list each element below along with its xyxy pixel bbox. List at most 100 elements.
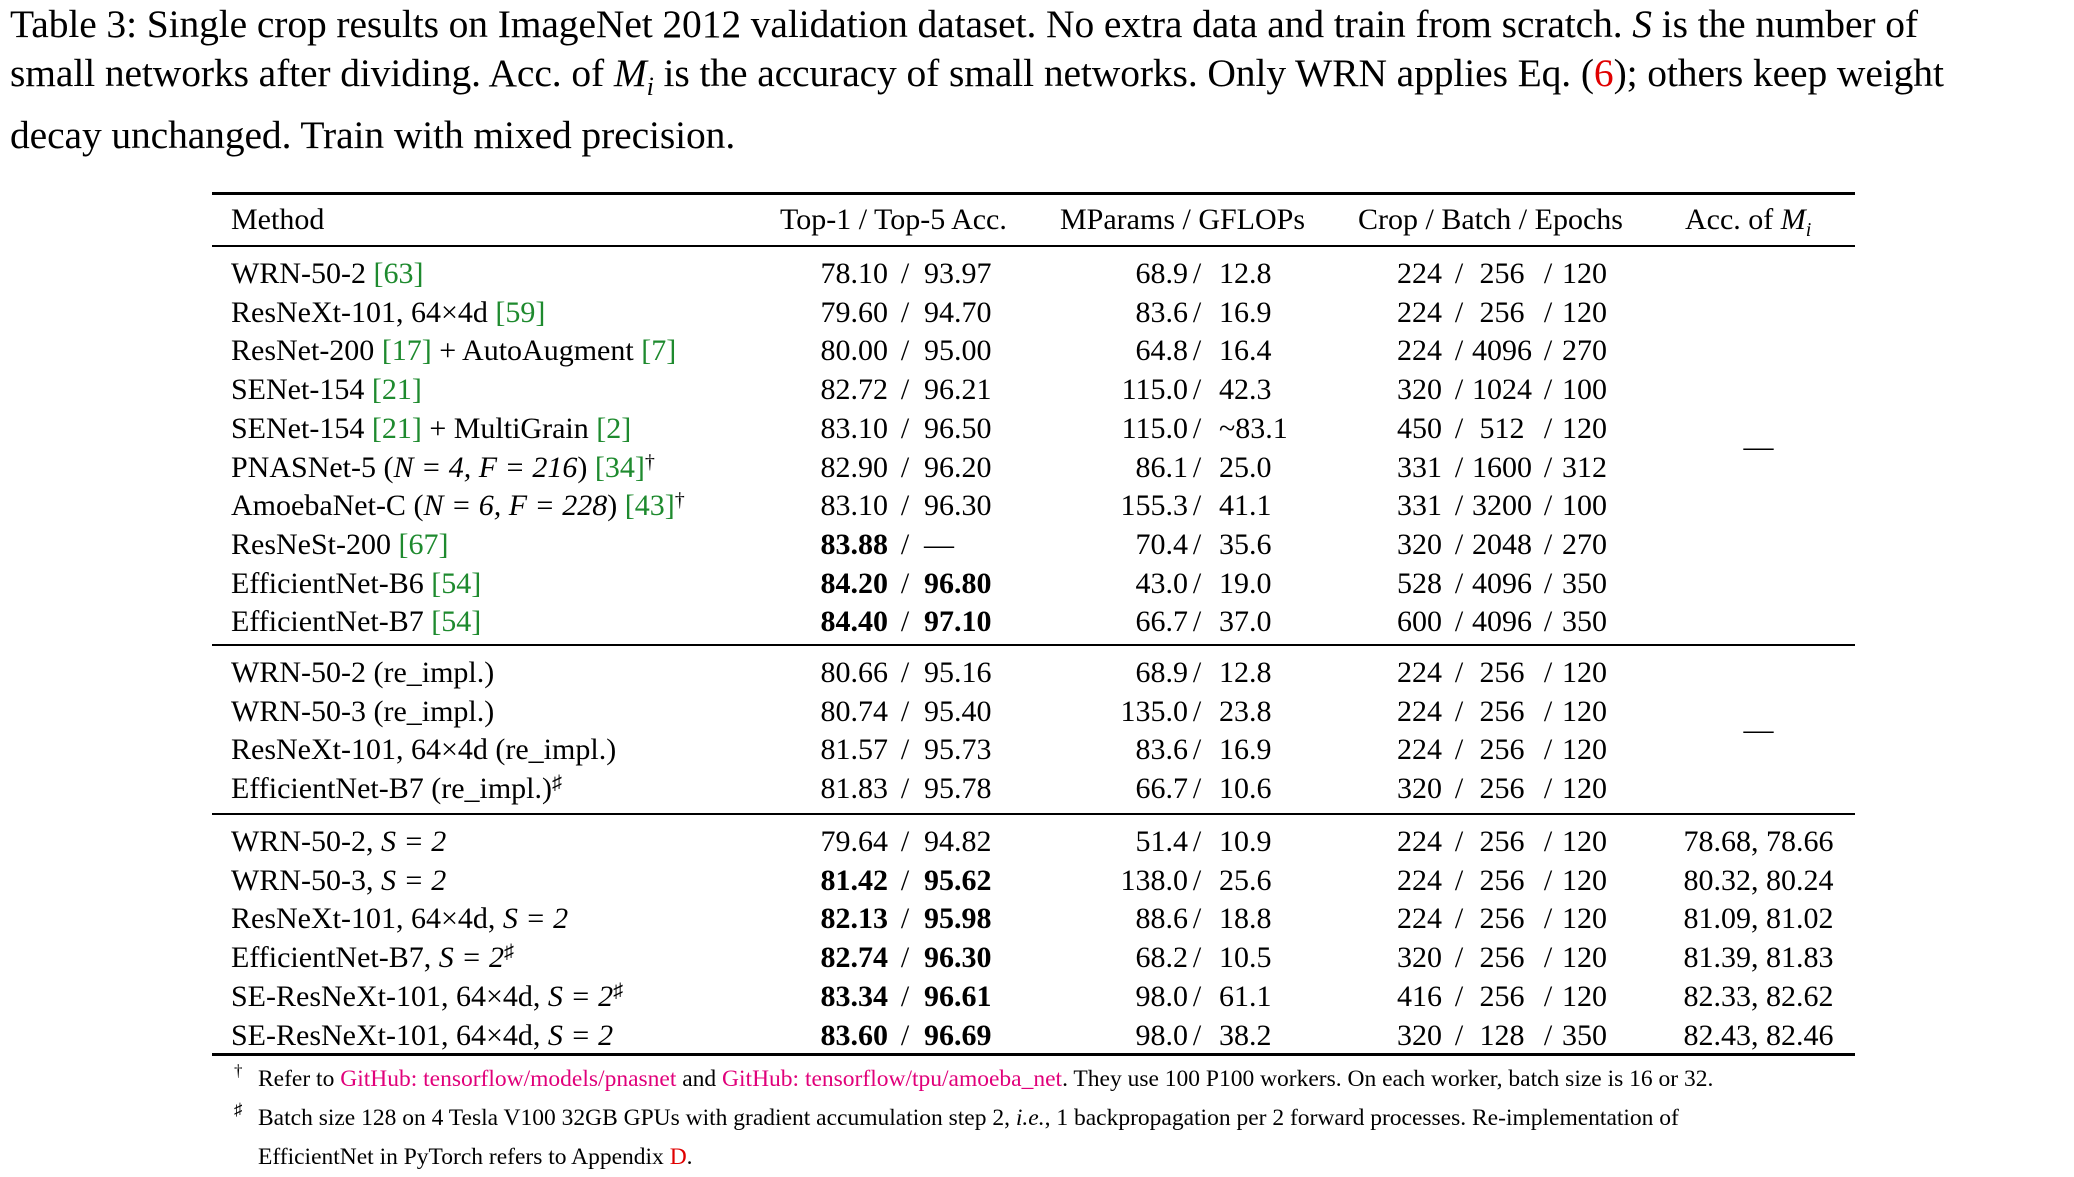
- method-name: WRN-50-2 (re_impl.): [231, 656, 495, 689]
- mparams-value: 115.0: [1121, 373, 1188, 406]
- gflops-value: 23.8: [1219, 695, 1272, 728]
- mparams-value: 98.0: [1135, 980, 1189, 1013]
- method-name: WRN-50-2 [63]: [231, 257, 424, 290]
- citation-link[interactable]: [43]: [624, 489, 675, 522]
- table-row: WRN-50-2 [63] 78.10/93.97 68.9/12.8 224/256…: [212, 255, 1855, 293]
- gflops-value: 10.9: [1219, 825, 1272, 858]
- acc-mi-value: 80.32, 80.24: [1683, 864, 1834, 897]
- batch-value: 256: [1479, 825, 1525, 858]
- citation-link[interactable]: [17]: [381, 334, 432, 367]
- table-row: SENet-154 [21] 82.72/96.21 115.0/42.3 320/1…: [212, 371, 1855, 409]
- epochs-value: 100: [1562, 373, 1607, 406]
- method-name: ResNeXt-101, 64×4d (re_impl.): [231, 733, 617, 766]
- batch-value: 1600: [1472, 451, 1532, 484]
- footnote-mark: ♯: [552, 772, 563, 794]
- link-pnasnet[interactable]: GitHub: tensorflow/models/pnasnet: [340, 1066, 677, 1092]
- citation-link[interactable]: [21]: [371, 373, 422, 406]
- top5-value: 95.16: [924, 656, 992, 689]
- method-name: SENet-154 [21]: [231, 373, 422, 406]
- batch-value: 256: [1479, 980, 1525, 1013]
- method-name: SE-ResNeXt-101, 64×4d, S = 2: [231, 1019, 614, 1052]
- equation-link[interactable]: 6: [1593, 51, 1614, 95]
- batch-value: 4096: [1472, 334, 1532, 367]
- epochs-value: 350: [1562, 1019, 1607, 1052]
- epochs-value: 350: [1562, 605, 1607, 638]
- table-row: PNASNet-5 (N = 4, F = 216) [34]† 82.90/96…: [212, 449, 1855, 487]
- crop-value: 224: [1397, 296, 1442, 329]
- citation-link[interactable]: [59]: [495, 296, 546, 329]
- crop-value: 320: [1397, 1019, 1442, 1052]
- caption-line-2: small networks after dividing. Acc. of M…: [10, 51, 1944, 101]
- table-row: EfficientNet-B7 [54] 84.40/97.10 66.7/37.0…: [212, 603, 1855, 641]
- citation-link[interactable]: [2]: [596, 412, 632, 445]
- epochs-value: 270: [1562, 528, 1607, 561]
- math-expression: N = 4, F = 216: [393, 451, 578, 484]
- crop-value: 450: [1397, 412, 1442, 445]
- citation-link[interactable]: [7]: [641, 334, 677, 367]
- batch-value: 3200: [1472, 489, 1532, 522]
- table-row: WRN-50-2, S = 2 79.64/94.82 51.4/10.9 224/2…: [212, 823, 1855, 861]
- top5-value: 96.21: [924, 373, 992, 406]
- epochs-value: 120: [1562, 772, 1607, 805]
- method-name: PNASNet-5 (N = 4, F = 216) [34]†: [231, 451, 655, 484]
- mparams-value: 43.0: [1135, 567, 1189, 600]
- appendix-link[interactable]: D: [669, 1144, 687, 1170]
- group2-acc-dash: —: [1743, 713, 1774, 746]
- top5-value: 95.78: [924, 772, 992, 805]
- table-row: WRN-50-3, S = 2 81.42/95.62 138.0/25.6 224/…: [212, 862, 1855, 900]
- top1-value: 82.72: [820, 373, 889, 406]
- batch-value: 256: [1479, 864, 1525, 897]
- citation-link[interactable]: [34]: [594, 451, 645, 484]
- top5-value: 95.73: [924, 733, 992, 766]
- method-name: ResNeXt-101, 64×4d [59]: [231, 296, 546, 329]
- footnote-mark: †: [644, 451, 655, 473]
- top1-value: 83.10: [820, 412, 889, 445]
- method-name: WRN-50-3 (re_impl.): [231, 695, 495, 728]
- method-name: ResNeSt-200 [67]: [231, 528, 449, 561]
- citation-link[interactable]: [54]: [431, 605, 482, 638]
- top5-value: 96.69: [924, 1019, 992, 1052]
- table-row: WRN-50-3 (re_impl.) 80.74/95.40 135.0/23.8…: [212, 693, 1855, 731]
- top1-value: 82.74: [820, 941, 889, 974]
- gflops-value: 35.6: [1219, 528, 1272, 561]
- table-caption: Table 3: Single crop results on ImageNet…: [10, 0, 2070, 160]
- table-row: EfficientNet-B6 [54] 84.20/96.80 43.0/19.0…: [212, 565, 1855, 603]
- top5-value: 96.61: [924, 980, 992, 1013]
- table-row: ResNeSt-200 [67] 83.88/—70.4/35.6 320/2048…: [212, 526, 1855, 564]
- crop-value: 224: [1397, 334, 1442, 367]
- gflops-value: 16.9: [1219, 296, 1272, 329]
- header-params: MParams / GFLOPs: [1060, 203, 1306, 236]
- link-amoebanet[interactable]: GitHub: tensorflow/tpu/amoeba_net: [722, 1066, 1063, 1092]
- method-name: ResNet-200 [17] + AutoAugment [7]: [231, 334, 677, 367]
- footnote-mark: ♯: [503, 941, 514, 963]
- batch-value: 256: [1479, 695, 1525, 728]
- citation-link[interactable]: [63]: [373, 257, 424, 290]
- epochs-value: 270: [1562, 334, 1607, 367]
- mparams-value: 155.3: [1120, 489, 1189, 522]
- table-header: Method Top-1 / Top-5 Acc. MParams / GFLO…: [212, 201, 1855, 241]
- top5-value: 95.98: [924, 902, 992, 935]
- citation-link[interactable]: [21]: [371, 412, 422, 445]
- crop-value: 224: [1397, 864, 1442, 897]
- gflops-value: 16.4: [1219, 334, 1272, 367]
- header-acc-mi: Acc. of Mi: [1685, 203, 1812, 241]
- gflops-value: ~83.1: [1219, 412, 1288, 445]
- epochs-value: 120: [1562, 980, 1607, 1013]
- citation-link[interactable]: [54]: [431, 567, 482, 600]
- epochs-value: 120: [1562, 257, 1607, 290]
- table-row: EfficientNet-B7, S = 2♯ 82.74/96.30 68.2/1…: [212, 939, 1855, 977]
- crop-value: 320: [1397, 528, 1442, 561]
- top1-value: 83.60: [820, 1019, 889, 1052]
- method-name: EfficientNet-B6 [54]: [231, 567, 482, 600]
- mparams-value: 138.0: [1120, 864, 1189, 897]
- batch-value: 512: [1479, 412, 1525, 445]
- acc-mi-value: 81.39, 81.83: [1683, 941, 1834, 974]
- citation-link[interactable]: [67]: [398, 528, 449, 561]
- method-name: EfficientNet-B7, S = 2♯: [231, 941, 514, 974]
- method-name: ResNeXt-101, 64×4d, S = 2: [231, 902, 569, 935]
- header-top-acc: Top-1 / Top-5 Acc.: [780, 203, 1007, 236]
- epochs-value: 350: [1562, 567, 1607, 600]
- header-method: Method: [231, 203, 325, 236]
- crop-value: 528: [1397, 567, 1442, 600]
- mparams-value: 83.6: [1135, 733, 1189, 766]
